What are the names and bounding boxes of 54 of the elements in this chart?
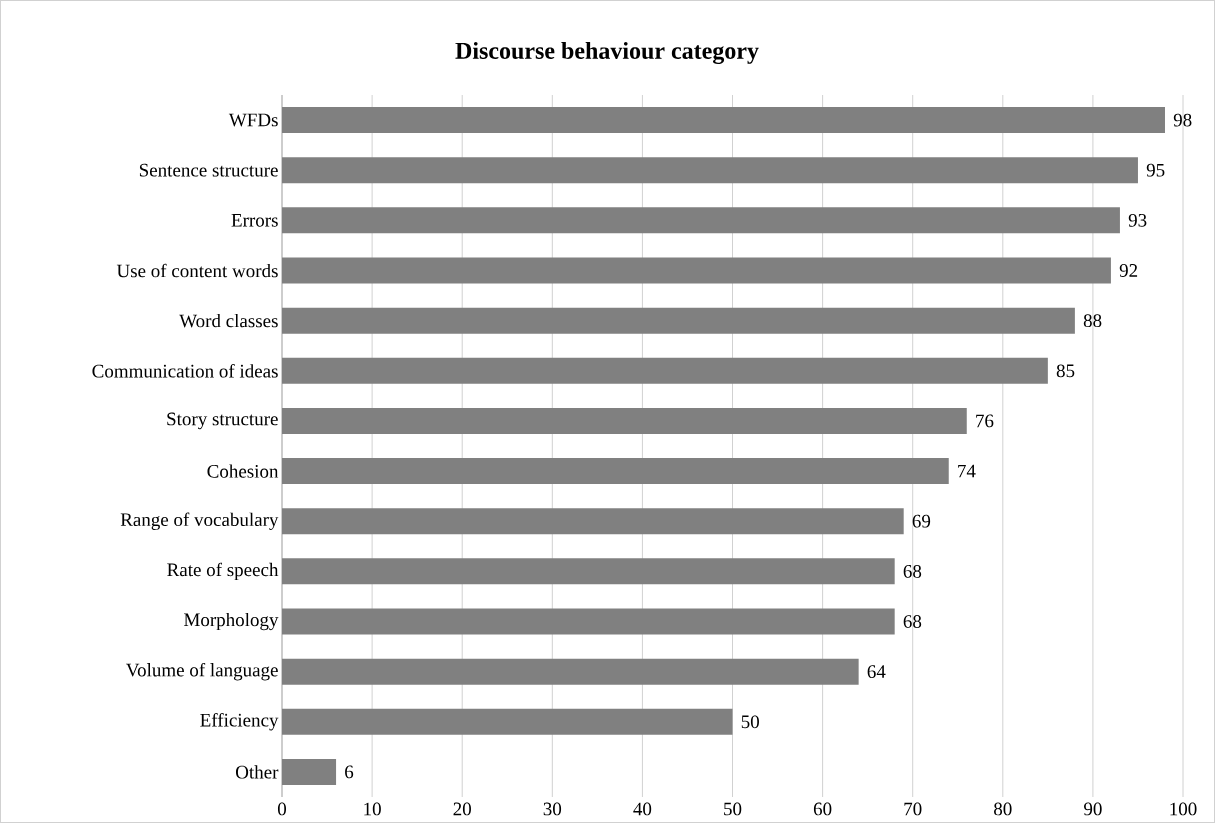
data-label: 98 <box>1173 113 1192 127</box>
y-tick-label: Sentence structure <box>139 163 278 177</box>
x-tick-label: 40 <box>633 802 652 816</box>
y-tick-label: Rate of speech <box>167 562 279 581</box>
x-tick-label: 10 <box>364 802 381 816</box>
data-label: 88 <box>1083 314 1102 328</box>
bar <box>282 558 895 585</box>
data-label: 6 <box>345 765 354 779</box>
x-tick-label: 50 <box>724 802 742 816</box>
x-tick-label: 60 <box>813 802 832 816</box>
bar <box>282 407 967 434</box>
y-tick-label: Use of content words <box>116 263 278 278</box>
data-label: 85 <box>1056 364 1075 378</box>
bar <box>282 658 859 685</box>
data-label: 68 <box>903 564 922 578</box>
x-tick-label: 20 <box>453 802 471 816</box>
y-tick-label: Other <box>235 765 279 779</box>
y-tick-label: Story structure <box>167 412 278 430</box>
y-tick-label: Errors <box>231 214 278 227</box>
y-tick-label: Morphology <box>184 612 279 631</box>
data-label: 95 <box>1146 163 1165 177</box>
bar <box>282 758 337 785</box>
bar <box>282 257 1111 284</box>
bar <box>282 357 1048 384</box>
x-tick-label: 100 <box>1170 802 1197 816</box>
data-label: 50 <box>741 715 759 729</box>
y-tick-label: WFDs <box>228 113 278 127</box>
data-label: 92 <box>1119 264 1138 277</box>
y-tick-label: Efficiency <box>200 713 279 731</box>
y-tick-label: Word classes <box>179 313 278 328</box>
bar <box>282 207 1120 234</box>
y-tick-label: Communication of ideas <box>92 364 278 378</box>
bar <box>282 307 1075 334</box>
bar <box>282 458 949 485</box>
chart-title: Discourse behaviour category <box>455 42 759 64</box>
bar <box>282 157 1138 184</box>
data-label: 76 <box>976 414 994 428</box>
data-label: 68 <box>903 615 922 628</box>
data-label: 93 <box>1128 213 1147 227</box>
bar <box>282 608 895 635</box>
data-label: 69 <box>912 514 931 528</box>
x-tick-label: 70 <box>904 802 922 816</box>
data-label: 64 <box>867 665 886 679</box>
x-tick-label: 0 <box>277 802 287 816</box>
bar <box>282 708 733 735</box>
x-tick-label: 90 <box>1084 802 1102 816</box>
data-label: 74 <box>958 464 976 478</box>
bar <box>282 508 904 535</box>
y-tick-label: Cohesion <box>207 464 279 478</box>
x-tick-label: 80 <box>994 802 1012 816</box>
bar <box>282 107 1165 134</box>
y-tick-label: Volume of language <box>126 662 278 681</box>
x-tick-label: 30 <box>543 802 562 816</box>
y-tick-label: Range of vocabulary <box>120 512 279 530</box>
